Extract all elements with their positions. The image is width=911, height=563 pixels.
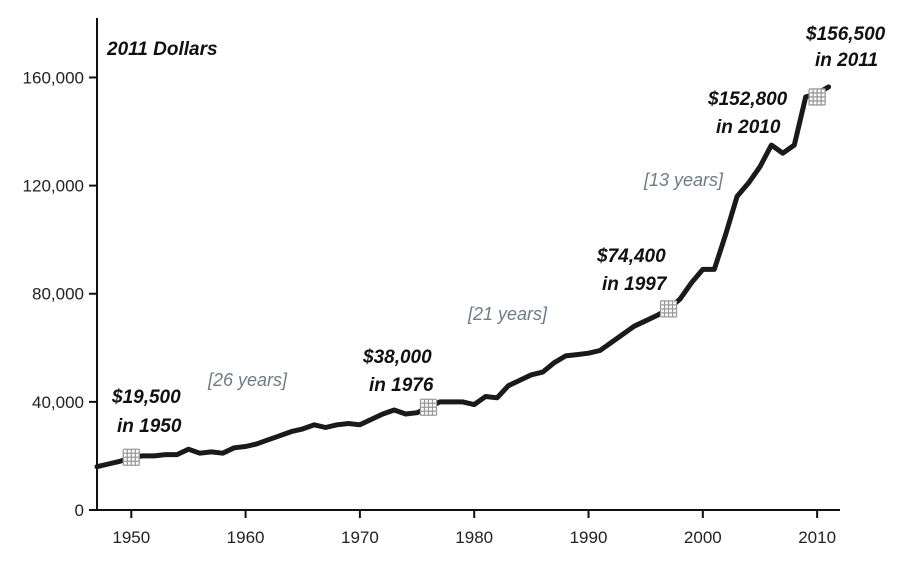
- unit-label: 2011 Dollars: [106, 39, 218, 60]
- y-tick-label: 120,000: [23, 177, 84, 196]
- callout-2011-value: $156,500: [805, 24, 886, 45]
- callout-2011-year: in 2011: [815, 50, 878, 71]
- data-point-marker: [419, 398, 438, 416]
- y-tick-label: 80,000: [32, 285, 84, 304]
- callout-1976-value: $38,000: [362, 347, 432, 368]
- callout-1997-year: in 1997: [602, 274, 668, 295]
- x-tick-label: 2010: [798, 528, 836, 547]
- callout-1950-value: $19,500: [111, 387, 181, 408]
- callout-1997-value: $74,400: [596, 246, 666, 267]
- x-axis-ticks: 1950 1960 1970 1980 1990 2000 2010: [112, 510, 836, 547]
- span-note-13-years: [13 years]: [643, 170, 724, 190]
- x-tick-label: 1960: [227, 528, 265, 547]
- y-tick-label: 40,000: [32, 393, 84, 412]
- point-markers: [122, 88, 826, 466]
- data-point-marker: [808, 88, 826, 106]
- y-axis-ticks: 0 40,000 80,000 120,000 160,000: [23, 68, 97, 520]
- callout-2010-value: $152,800: [707, 89, 788, 110]
- span-note-21-years: [21 years]: [467, 304, 548, 324]
- x-tick-label: 2000: [684, 528, 722, 547]
- callout-2010-year: in 2010: [716, 117, 781, 138]
- callout-1950-year: in 1950: [117, 416, 182, 437]
- data-point-marker: [122, 448, 140, 466]
- x-tick-label: 1980: [455, 528, 493, 547]
- span-note-26-years: [26 years]: [207, 370, 288, 390]
- callout-1976-year: in 1976: [369, 375, 434, 396]
- x-tick-label: 1950: [112, 528, 150, 547]
- series-line: [94, 84, 832, 470]
- x-tick-label: 1990: [570, 528, 608, 547]
- data-point-marker: [659, 300, 678, 318]
- x-tick-label: 1970: [341, 528, 379, 547]
- y-tick-label: 0: [75, 501, 84, 520]
- y-tick-label: 160,000: [23, 68, 84, 87]
